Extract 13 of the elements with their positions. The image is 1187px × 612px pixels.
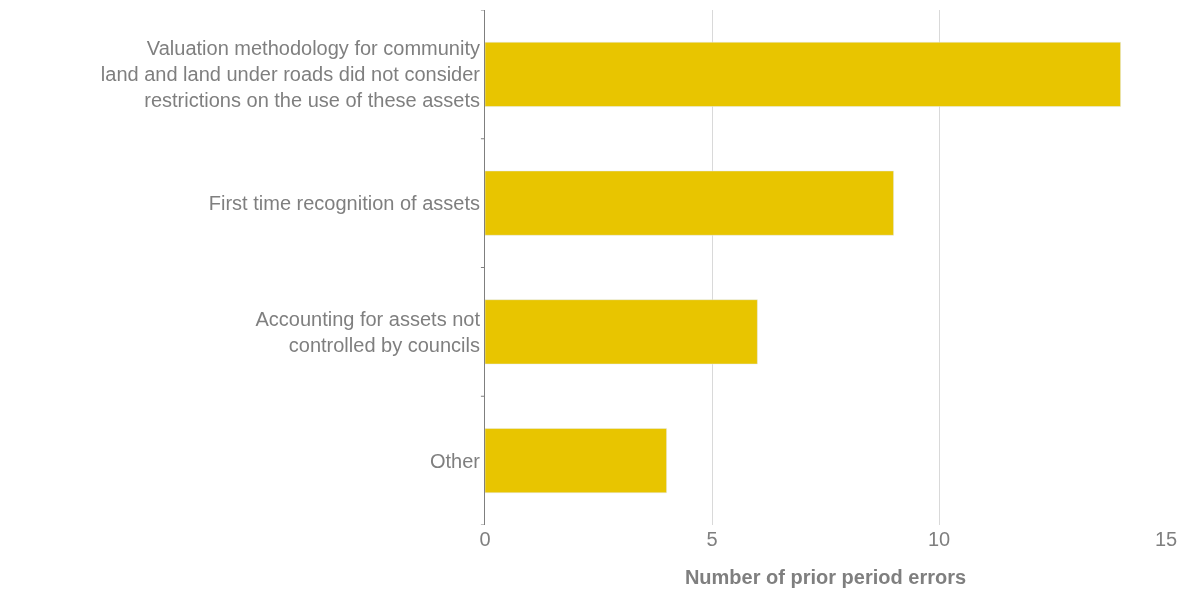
bar <box>485 170 894 236</box>
bar <box>485 428 667 494</box>
x-tick-label: 0 <box>479 528 491 550</box>
y-tick-label: Accounting for assets not controlled by councils <box>255 307 481 356</box>
x-axis-title: Number of prior period errors <box>684 565 967 588</box>
bar <box>485 41 1121 107</box>
x-tick-label: 15 <box>1154 528 1178 550</box>
y-tick-label: First time recognition of assets <box>208 192 480 215</box>
x-tick-label: 10 <box>927 528 951 550</box>
x-tick-label: 5 <box>706 528 718 550</box>
y-tick-label: Other <box>429 449 481 472</box>
bar <box>485 299 758 365</box>
y-tick-label: Valuation methodology for community land and land under roads did not consider restrictions on the use of these assets <box>100 37 481 112</box>
